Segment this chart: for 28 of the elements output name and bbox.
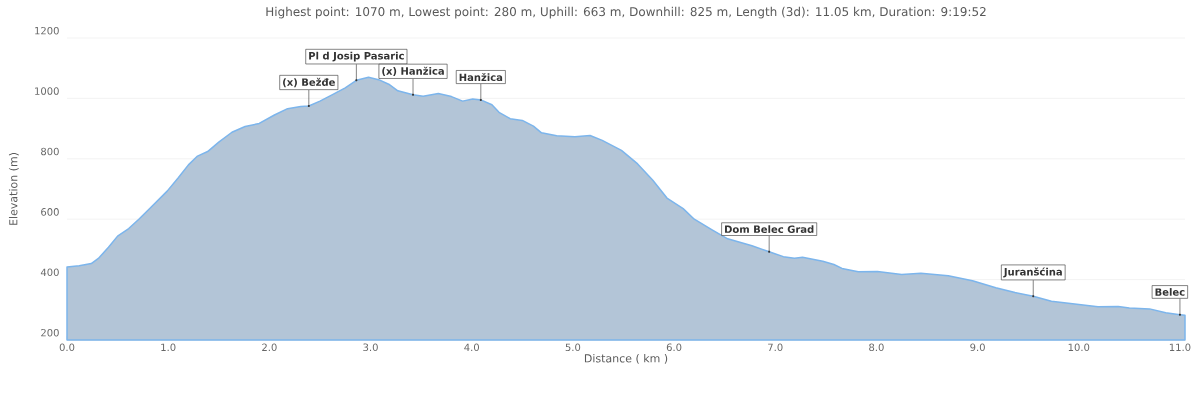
x-tick-label: 0.0 (59, 343, 75, 352)
y-tick-label: 200 (41, 328, 59, 337)
annotation: Pl d Josip Pasaric (309, 51, 404, 62)
annotation: (x) Hanžica (382, 66, 444, 76)
annotation: Juranšćina (1003, 267, 1062, 278)
x-tick-label: 3.0 (363, 343, 378, 352)
y-axis-title: Elevation (m) (8, 153, 19, 225)
x-tick-label: 5.0 (565, 343, 581, 352)
x-tick-label: 8.0 (869, 343, 884, 352)
chart-title: Highest point: 1070 m, Lowest point: 280 m, Uphill: 663 m, Downhill: 825 m, Length (3d): 11.05 km, Duration: 9:19:52 (266, 6, 986, 19)
x-tick-label: 10.0 (1068, 343, 1090, 352)
annotation: Dom Belec Grad (725, 225, 814, 234)
annotation: Hanžica (459, 72, 503, 82)
annotation: Belec (1155, 288, 1185, 296)
y-tick-label: 1000 (35, 87, 59, 95)
y-tick-label: 1200 (35, 26, 59, 35)
x-tick-label: 1.0 (161, 343, 176, 352)
x-tick-label: 4.0 (464, 343, 480, 352)
y-tick-label: 400 (40, 268, 59, 277)
x-tick-label: 2.0 (262, 343, 277, 352)
x-tick-label: 9.0 (970, 343, 985, 352)
y-tick-label: 600 (41, 208, 59, 216)
annotation: (x) Bežđe (283, 77, 335, 88)
y-tick-label: 800 (41, 147, 59, 156)
x-tick-label: 11.0 (1169, 343, 1191, 352)
x-tick-label: 6.0 (666, 343, 682, 352)
x-axis-title: Distance ( km ) (584, 353, 668, 364)
x-tick-label: 7.0 (768, 343, 783, 352)
